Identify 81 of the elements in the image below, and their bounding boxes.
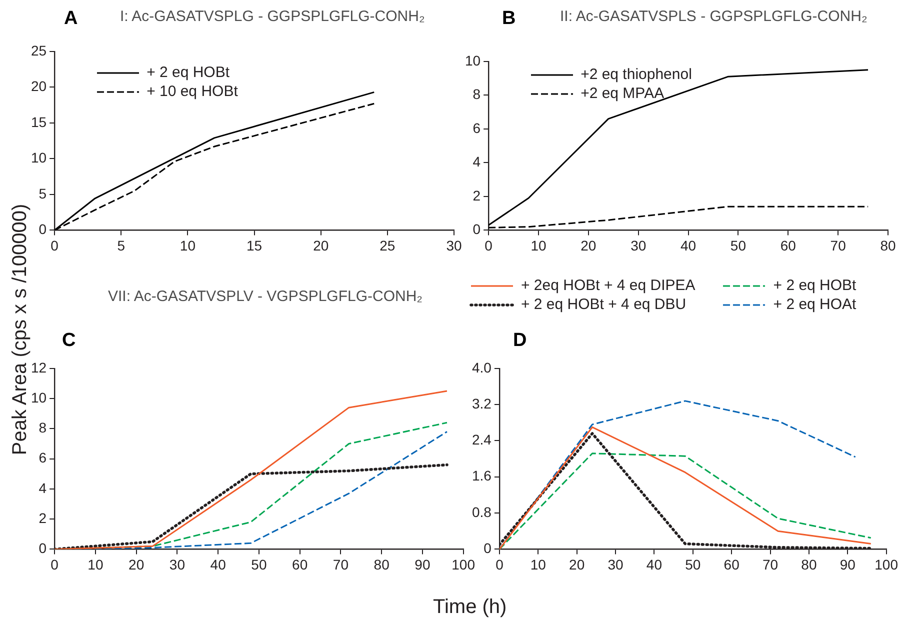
- line-series: [499, 452, 872, 550]
- x-tick-label: 25: [380, 237, 396, 254]
- y-tick-label: 6: [38, 450, 47, 466]
- legend-label: + 2 eq HOBt: [773, 277, 856, 294]
- x-tick-label: 0: [496, 556, 504, 572]
- y-tick-label: 4.0: [472, 359, 492, 376]
- x-axis-title: Time (h): [433, 596, 507, 619]
- y-tick-label: 2: [472, 187, 481, 204]
- chart-title: II: Ac-GASATVSPLS - GGPSPLGFLG-CONH₂: [560, 8, 868, 25]
- y-tick-label: 0.8: [472, 504, 492, 520]
- x-tick-label: 20: [128, 556, 144, 572]
- y-tick-label: 20: [30, 78, 47, 94]
- y-axis-title: Peak Area (cps x s /100000): [8, 204, 32, 456]
- text: A: [64, 8, 78, 30]
- y-tick-label: 8: [38, 420, 47, 436]
- y-tick-label: 0: [472, 221, 481, 238]
- x-tick-label: 5: [117, 237, 126, 254]
- y-tick-label: 3.2: [472, 395, 492, 412]
- text: C: [62, 330, 76, 352]
- y-tick-label: 25: [30, 42, 47, 58]
- x-tick-label: 70: [830, 237, 846, 254]
- x-tick-label: 0: [50, 556, 59, 572]
- x-tick-label: 10: [530, 556, 546, 572]
- x-tick-label: 100: [452, 556, 476, 572]
- legend-label: + 2eq HOBt + 4 eq DIPEA: [521, 277, 696, 294]
- y-tick-label: 10: [464, 52, 481, 68]
- chart-title: I: Ac-GASATVSPLG - GGPSPLGFLG-CONH₂: [120, 8, 425, 25]
- chart-title: VII: Ac-GASATVSPLV - VGPSPLGFLG-CONH₂: [108, 288, 423, 305]
- x-tick-label: 20: [569, 556, 585, 572]
- x-tick-label: 50: [685, 556, 701, 572]
- y-tick-label: 15: [30, 114, 47, 130]
- x-tick-label: 80: [801, 556, 817, 572]
- y-tick-label: 4: [38, 480, 47, 496]
- y-tick-label: 6: [472, 120, 481, 136]
- legend-label: + 10 eq HOBt: [146, 83, 238, 100]
- y-tick-label: 0: [38, 540, 47, 556]
- text: B: [502, 8, 516, 30]
- x-tick-label: 10: [180, 237, 196, 254]
- legend-label: + 2 eq HOAt: [773, 296, 856, 313]
- x-tick-label: 30: [446, 237, 462, 254]
- y-tick-label: 12: [30, 359, 47, 376]
- legend-label: +2 eq thiophenol: [580, 66, 692, 84]
- x-tick-label: 30: [630, 237, 646, 254]
- x-tick-label: 15: [246, 237, 262, 254]
- y-tick-label: 0: [484, 540, 492, 556]
- y-tick-label: 8: [472, 86, 481, 102]
- y-tick-label: 1.6: [472, 468, 492, 484]
- y-tick-label: 5: [38, 185, 47, 202]
- x-tick-label: 30: [608, 556, 624, 572]
- y-tick-label: 2: [38, 510, 47, 526]
- text: D: [513, 330, 527, 352]
- x-tick-label: 70: [762, 556, 778, 572]
- x-tick-label: 50: [251, 556, 267, 572]
- x-tick-label: 40: [210, 556, 226, 572]
- x-tick-label: 90: [414, 556, 430, 572]
- y-tick-label: 4: [472, 154, 481, 170]
- legend-label: +2 eq MPAA: [580, 85, 664, 102]
- x-tick-label: 60: [780, 237, 796, 254]
- legend-label: + 2 eq HOBt: [146, 64, 230, 82]
- y-tick-label: 10: [30, 389, 47, 406]
- x-tick-label: 70: [332, 556, 349, 572]
- x-tick-label: 80: [374, 556, 390, 572]
- x-tick-label: 50: [730, 237, 746, 254]
- y-tick-label: 2.4: [472, 432, 492, 448]
- x-tick-label: 20: [580, 237, 596, 254]
- x-tick-label: 40: [646, 556, 662, 572]
- x-tick-label: 30: [169, 556, 186, 572]
- x-tick-label: 80: [880, 237, 896, 254]
- y-tick-label: 0: [38, 221, 47, 238]
- x-tick-label: 60: [292, 556, 308, 572]
- x-tick-label: 0: [50, 237, 59, 254]
- line-series: [499, 400, 856, 550]
- legend-label: + 2 eq HOBt + 4 eq DBU: [521, 296, 686, 313]
- x-tick-label: 20: [313, 237, 329, 254]
- x-tick-label: 60: [724, 556, 740, 572]
- x-tick-label: 90: [840, 556, 856, 572]
- x-tick-label: 10: [530, 237, 546, 254]
- x-tick-label: 10: [88, 556, 104, 572]
- x-tick-label: 100: [874, 556, 898, 572]
- x-tick-label: 40: [680, 237, 696, 254]
- y-tick-label: 10: [30, 150, 47, 166]
